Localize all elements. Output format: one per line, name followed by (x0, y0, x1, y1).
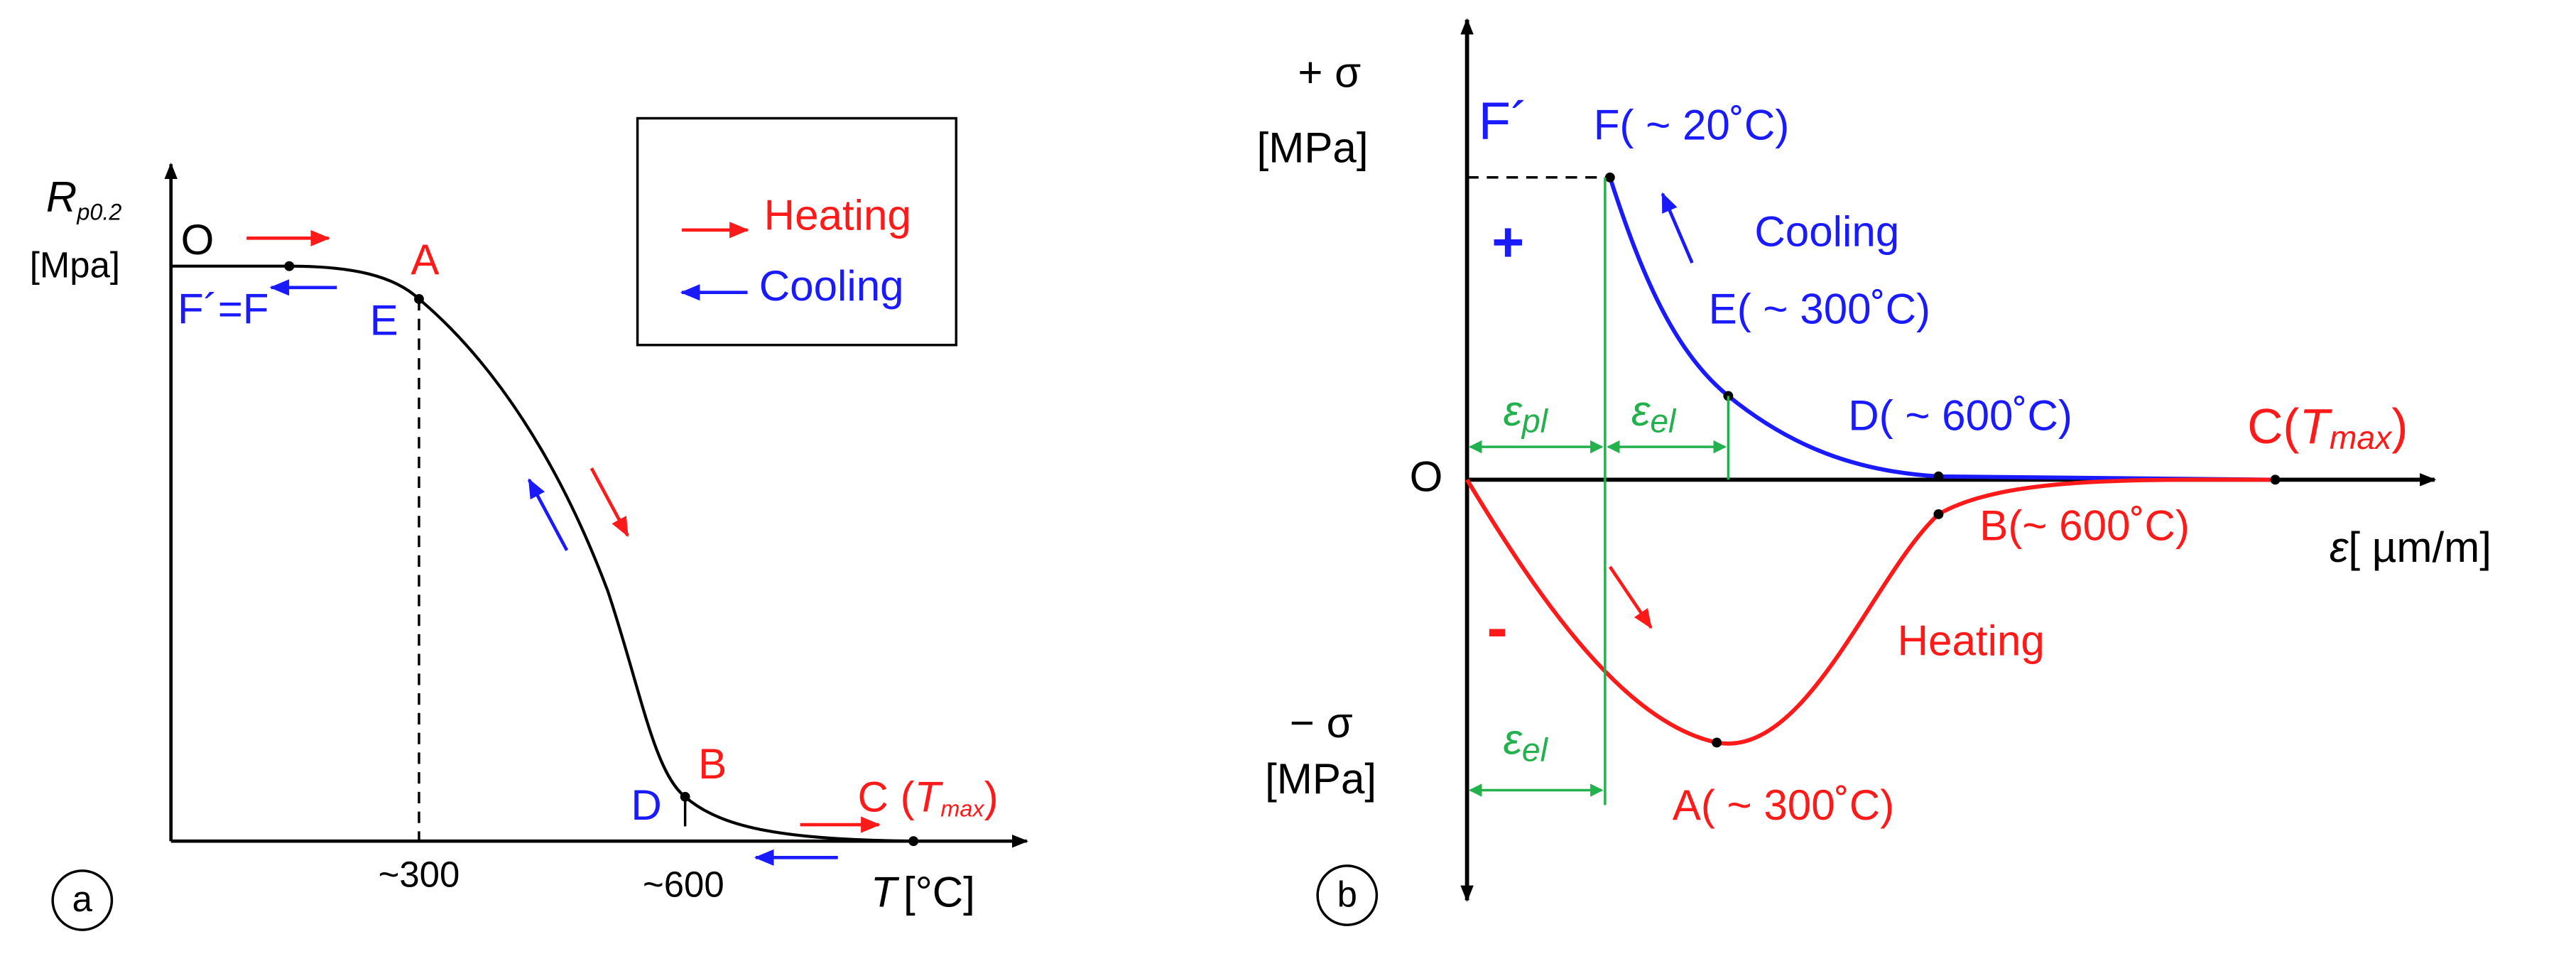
panel-b: εpl εel εel + σ [MPa] − σ [MPa] + - F´ F… (1257, 18, 2491, 926)
symbol: ε (1503, 387, 1523, 435)
point (1712, 737, 1722, 748)
y-bottom-unit: [MPa] (1265, 755, 1376, 803)
label-d: D( ~ 600˚C) (1848, 392, 2072, 440)
panel-a: Rp0.2 [Mpa] O F´=F A E B D C (Tmax) Heat… (30, 116, 1029, 931)
point (284, 261, 295, 271)
symbol: ε (1503, 715, 1523, 763)
subscript: pl (1521, 403, 1549, 440)
panel-circle (1316, 864, 1379, 926)
point (2270, 474, 2281, 485)
point (680, 791, 690, 802)
label-c: C(Tmax) (2247, 398, 2408, 456)
subscript: el (1522, 732, 1549, 769)
symbol: T (871, 868, 900, 916)
strain-el: εel (1503, 715, 1548, 768)
label-c: C (Tmax) (858, 773, 999, 821)
x-label: T [°C] (871, 868, 975, 916)
label-b: B (698, 740, 727, 788)
yield-curve (170, 264, 914, 843)
subscript: max (2330, 419, 2393, 456)
paren: ) (2391, 398, 2408, 454)
y-label: Rp0.2 (46, 173, 121, 224)
x-label: ε[ µm/m] (2330, 523, 2491, 571)
symbol: ε (2330, 523, 2349, 571)
label-b: B(~ 600˚C) (1979, 502, 2190, 550)
point (1604, 172, 1615, 183)
symbol: R (46, 173, 77, 221)
strain-el: εel (1631, 387, 1677, 440)
y-top-unit: [MPa] (1257, 124, 1369, 172)
arrow-cooling (527, 478, 569, 551)
label-a: A (411, 236, 439, 283)
x-tick-label: ~600 (643, 864, 724, 904)
subscript: p0.2 (76, 199, 121, 224)
legend-heating: Heating (764, 192, 911, 239)
c: C( (2247, 398, 2299, 454)
subscript: el (1650, 403, 1677, 440)
paren: ) (984, 773, 999, 820)
label-f: F´=F (178, 285, 269, 332)
label-f-prime: F´ (1479, 91, 1528, 150)
heating-label: Heating (1898, 617, 2045, 665)
label-f: F( ~ 20˚C) (1594, 101, 1790, 148)
heating-curve (1465, 477, 2276, 746)
t: T (2299, 398, 2332, 454)
point (1933, 509, 1944, 519)
point (1933, 471, 1944, 482)
y-unit: [Mpa] (30, 244, 120, 285)
label-a: A( ~ 300˚C) (1673, 781, 1894, 829)
point (414, 294, 424, 304)
label-e: E (370, 297, 398, 344)
unit: [°C] (903, 868, 975, 916)
cooling-label: Cooling (1754, 208, 1899, 256)
arrow-heating (1608, 565, 1653, 629)
plus-sign: + (1491, 211, 1524, 273)
label-o: O (1410, 452, 1443, 500)
panel-label: b (1337, 874, 1357, 914)
arrow-heating (589, 467, 629, 538)
c: C ( (858, 773, 915, 820)
symbol: ε (1631, 387, 1651, 435)
t: T (915, 773, 944, 820)
arrow-cooling (1661, 192, 1694, 264)
strain-pl: εpl (1503, 387, 1548, 440)
x-tick-label: ~300 (379, 854, 460, 895)
minus-sign: - (1487, 592, 1507, 663)
panel-circle (51, 869, 114, 931)
y-top-sign: + σ (1298, 48, 1361, 96)
panel-label: a (72, 879, 93, 919)
label-o: O (181, 216, 214, 264)
subscript: max (940, 796, 985, 821)
point (908, 836, 919, 847)
legend-cooling: Cooling (759, 262, 904, 310)
unit: [ µm/m] (2348, 523, 2491, 571)
label-d: D (631, 781, 661, 829)
legend-box (636, 116, 958, 347)
label-e: E( ~ 300˚C) (1709, 285, 1930, 332)
y-bottom-sign: − σ (1290, 699, 1353, 747)
